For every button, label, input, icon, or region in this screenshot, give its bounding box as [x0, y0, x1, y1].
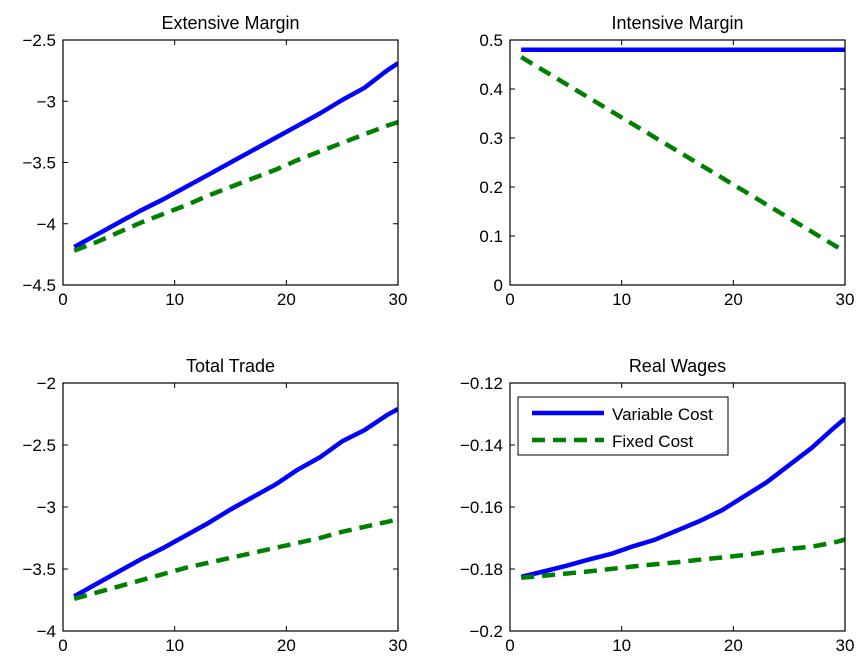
y-tick-label: −0.12 — [460, 374, 503, 393]
y-tick-label: −2.5 — [22, 31, 56, 50]
y-tick-label: 0 — [494, 276, 503, 295]
series-line-variable-cost — [520, 416, 845, 579]
x-tick-label: 20 — [277, 636, 296, 655]
y-tick-label: 0.3 — [479, 129, 503, 148]
y-tick-label: −3.5 — [22, 560, 56, 579]
y-tick-label: 0.2 — [479, 178, 503, 197]
y-tick-label: −2 — [37, 374, 56, 393]
y-tick-label: −4 — [37, 622, 56, 641]
y-tick-label: 0.5 — [479, 31, 503, 50]
x-tick-label: 20 — [724, 290, 743, 309]
legend-label-fixed-cost: Fixed Cost — [612, 432, 694, 451]
series-line-fixed-cost — [521, 537, 845, 580]
x-tick-label: 10 — [165, 636, 184, 655]
y-tick-label: −4 — [37, 215, 56, 234]
series-line-fixed-cost — [73, 119, 398, 253]
x-tick-label: 20 — [724, 636, 743, 655]
x-tick-label: 30 — [836, 290, 855, 309]
x-tick-label: 10 — [165, 290, 184, 309]
panels: Extensive Margin 0 10 20 30 −2.5 −3 −3.5 −4 −4.5 I… — [22, 13, 854, 655]
x-tick-label: 10 — [612, 290, 631, 309]
x-tick-label: 0 — [505, 290, 514, 309]
panel-intensive-margin: Intensive Margin 0 10 20 30 0.5 0.4 0.3 0.2 0.1 0 — [479, 13, 854, 309]
y-tick-label: −0.16 — [460, 498, 503, 517]
y-tick-label: −0.2 — [469, 622, 503, 641]
y-tick-label: −0.18 — [460, 560, 503, 579]
legend: Variable Cost Fixed Cost — [517, 396, 729, 456]
chart-title: Total Trade — [186, 356, 275, 376]
series-line-variable-cost — [73, 61, 398, 249]
y-tick-label: 0.4 — [479, 80, 503, 99]
chart-title: Intensive Margin — [611, 13, 743, 33]
chart-title: Extensive Margin — [161, 13, 299, 33]
x-tick-label: 0 — [58, 636, 67, 655]
x-tick-label: 30 — [389, 290, 408, 309]
chart-title: Real Wages — [629, 356, 726, 376]
series-line-fixed-cost — [73, 517, 398, 601]
series-line-fixed-cost — [520, 55, 845, 254]
x-tick-label: 20 — [277, 290, 296, 309]
legend-label-variable-cost: Variable Cost — [612, 405, 713, 424]
panel-total-trade: Total Trade 0 10 20 30 −2 −2.5 −3 −3.5 −4 — [22, 356, 407, 655]
x-tick-label: 0 — [58, 290, 67, 309]
y-tick-label: −2.5 — [22, 436, 56, 455]
x-tick-label: 10 — [612, 636, 631, 655]
y-tick-label: −3 — [37, 498, 56, 517]
y-tick-label: −4.5 — [22, 276, 56, 295]
y-tick-label: −0.14 — [460, 436, 503, 455]
x-tick-label: 0 — [505, 636, 514, 655]
panel-real-wages: Real Wages 0 10 20 30 −0.12 −0.14 −0.16 −0.18 −0.… — [460, 356, 854, 655]
x-tick-label: 30 — [389, 636, 408, 655]
plot-area — [509, 39, 846, 286]
panel-extensive-margin: Extensive Margin 0 10 20 30 −2.5 −3 −3.5 −4 −4.5 — [22, 13, 407, 309]
legend-box — [517, 396, 729, 456]
y-tick-label: −3 — [37, 92, 56, 111]
y-tick-label: 0.1 — [479, 227, 503, 246]
y-tick-label: −3.5 — [22, 154, 56, 173]
x-tick-label: 30 — [836, 636, 855, 655]
series-line-variable-cost — [73, 407, 398, 599]
